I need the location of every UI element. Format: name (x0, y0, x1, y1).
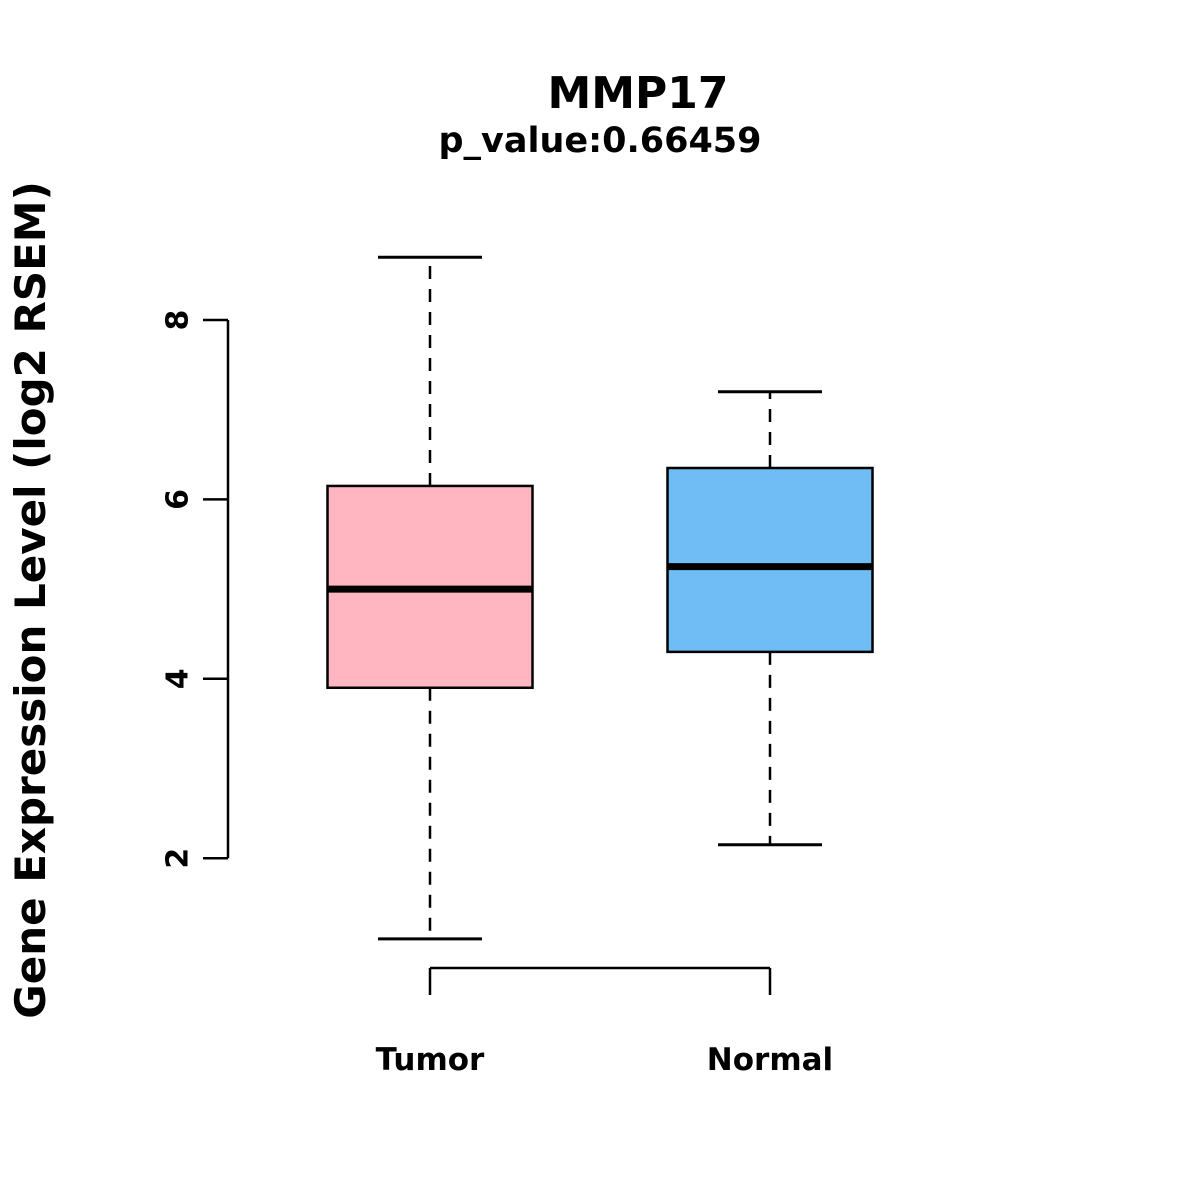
y-axis: 2 4 6 8 (161, 310, 230, 869)
box-group-1 (666, 390, 874, 847)
iqr-box-normal (666, 466, 874, 654)
y-tick-label-4: 4 (161, 668, 196, 689)
chart-title: MMP17 (547, 68, 728, 119)
x-axis: Tumor Normal (376, 966, 833, 1078)
y-tick-label-8: 8 (161, 310, 196, 331)
x-category-label-normal: Normal (707, 1042, 833, 1078)
box-group-0 (326, 255, 534, 941)
y-axis-label: Gene Expression Level (log2 RSEM) (6, 181, 55, 1019)
y-tick-label-6: 6 (161, 489, 196, 510)
chart-subtitle: p_value:0.66459 (438, 121, 761, 161)
y-tick-label-2: 2 (161, 848, 196, 869)
x-category-label-tumor: Tumor (376, 1042, 485, 1078)
